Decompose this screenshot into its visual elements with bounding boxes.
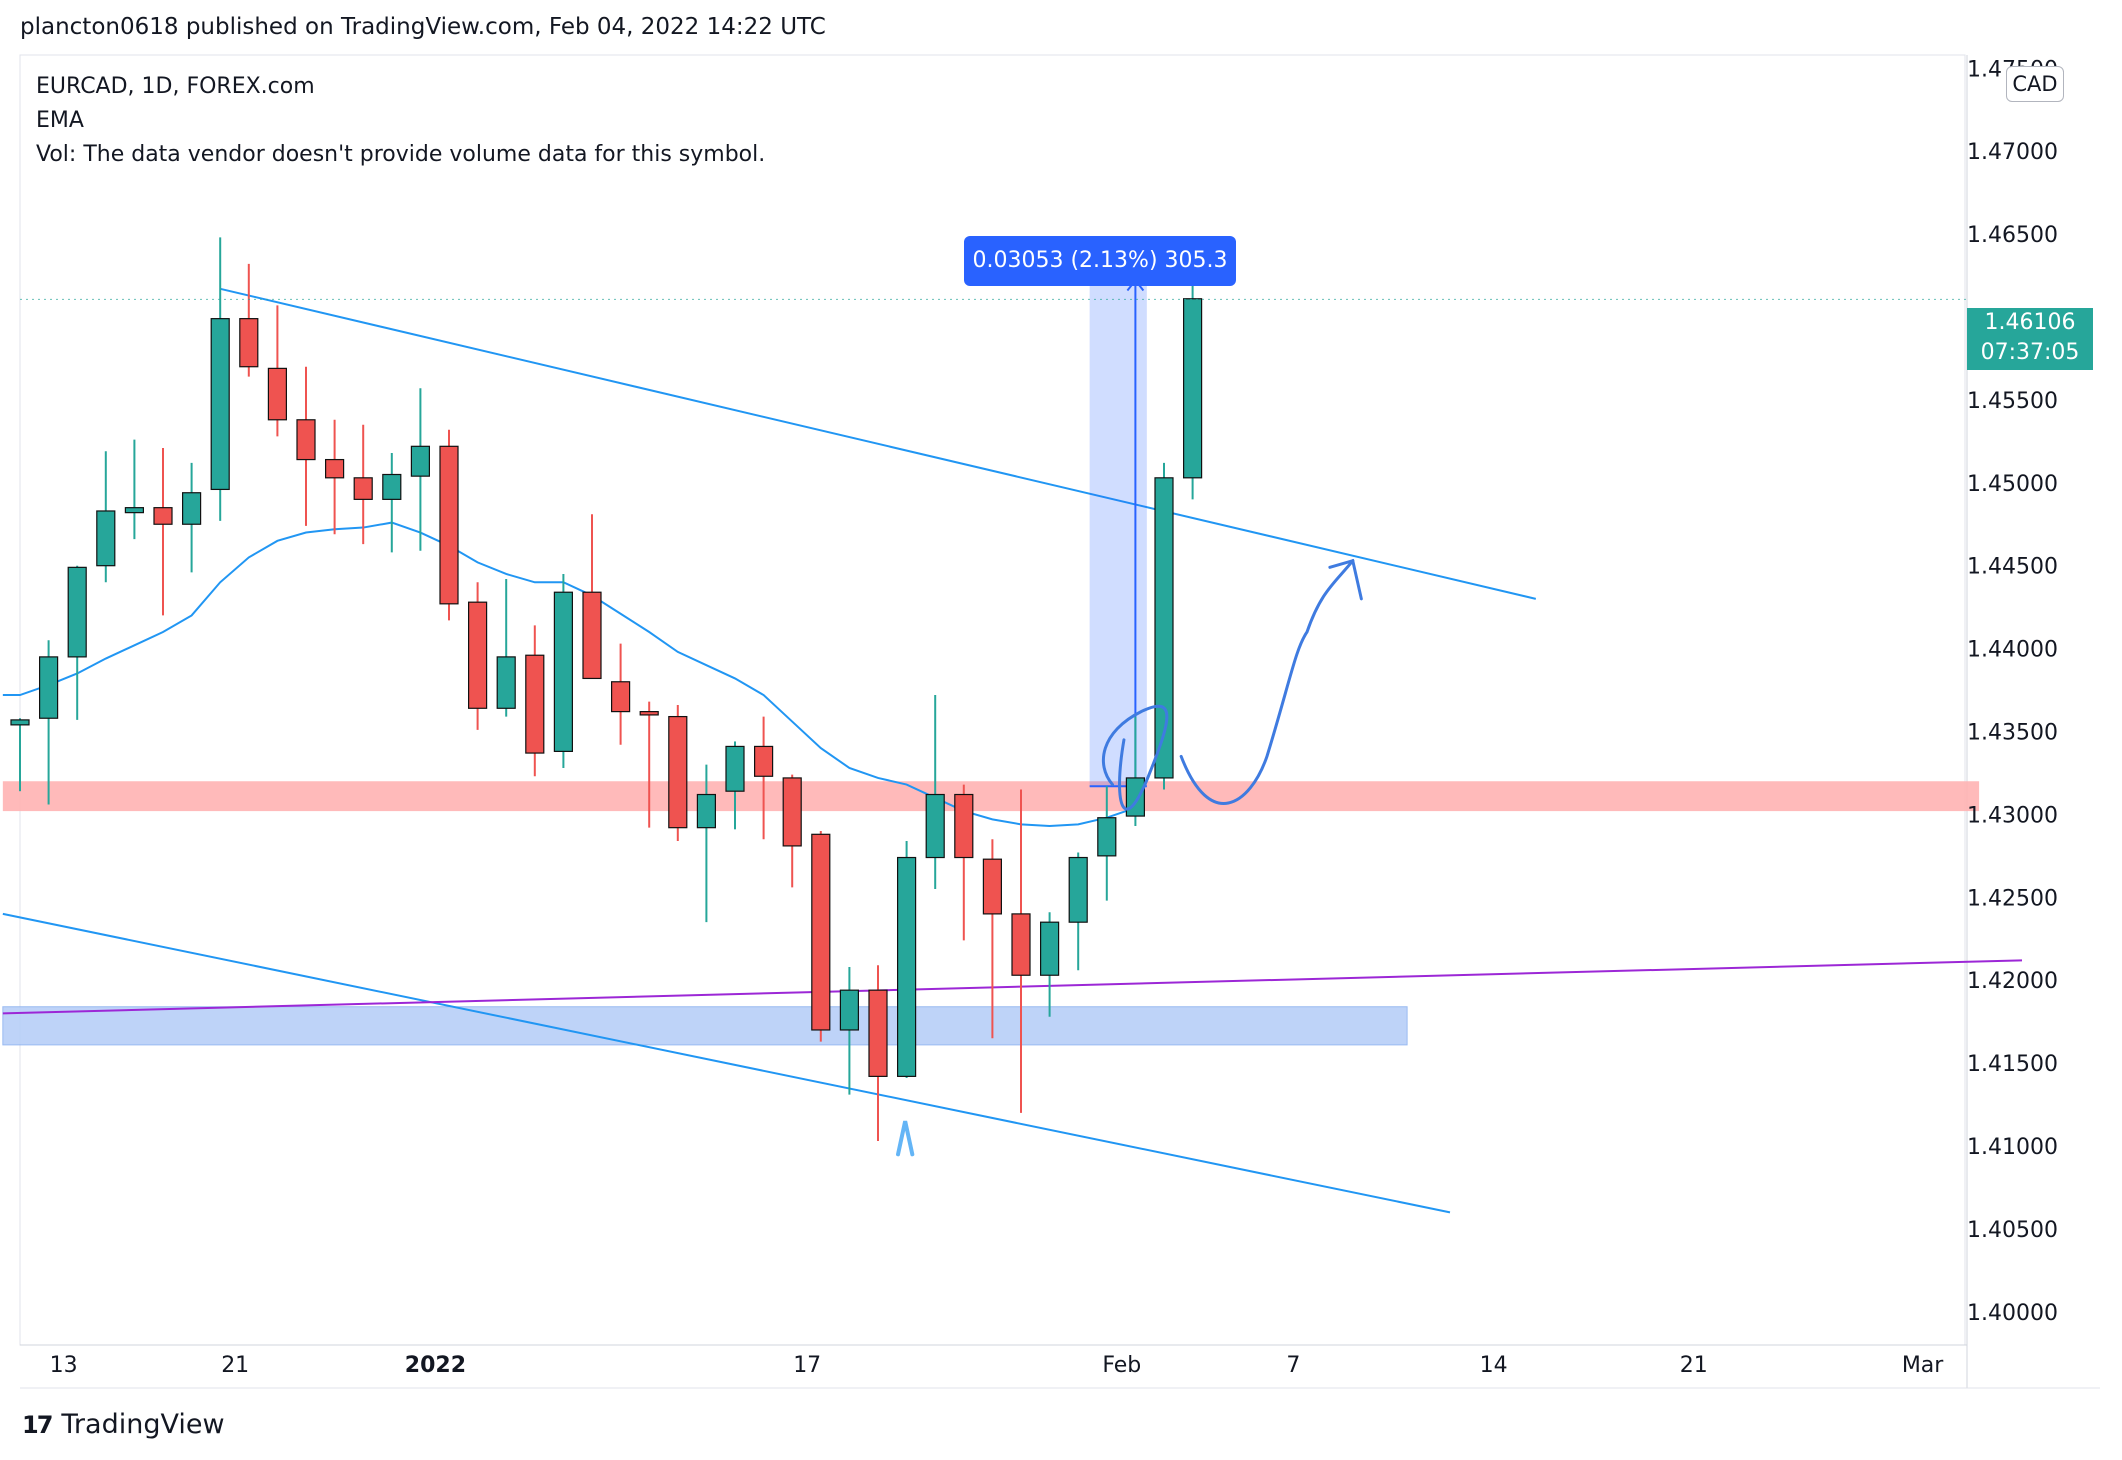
footer-brand[interactable]: 17 TradingView [22,1409,225,1440]
chart-legend: EURCAD, 1D, FOREX.com EMA Vol: The data … [36,70,765,172]
current-price-label: 1.46106 07:37:05 [1967,308,2093,370]
measure-layer [1089,278,1147,788]
candle-body [696,793,717,829]
drawn-arrowhead-icon [1328,558,1363,601]
candle-body [753,745,774,777]
candle-body [725,745,745,792]
price-tick-label: 1.45000 [1967,472,2058,497]
candle-body [582,591,602,680]
current-price-value: 1.46106 [1984,310,2076,335]
price-tick-label: 1.44000 [1967,638,2058,663]
time-tick-label: 21 [1680,1353,1708,1378]
candle-body [1182,298,1203,479]
candle-body [1011,913,1031,976]
legend-symbol[interactable]: EURCAD, 1D, FOREX.com [36,74,315,99]
candle-body [1154,477,1174,779]
price-tick-label: 1.41000 [1967,1135,2058,1160]
price-tick-label: 1.43000 [1967,803,2058,828]
price-tick-label: 1.41500 [1967,1052,2058,1077]
price-tick-label: 1.40500 [1967,1218,2058,1243]
measure-box [1089,280,1147,787]
candle-body [553,591,574,753]
candle-body [67,566,87,658]
candle-body [10,719,30,726]
candle-body [982,858,1003,915]
legend-volume[interactable]: Vol: The data vendor doesn't provide vol… [36,142,766,167]
price-tick-label: 1.47000 [1967,140,2058,165]
tradingview-logo-icon: 17 [22,1410,53,1439]
demand-zone [2,1006,1408,1046]
time-tick-label: Mar [1902,1353,1944,1378]
price-tick-label: 1.43500 [1967,721,2058,746]
candles-layer [10,237,1203,1142]
candle-body [668,715,688,829]
candle-body [839,989,860,1031]
candle-body [182,492,202,525]
candle-body [496,656,516,709]
footer-brand-text: TradingView [61,1409,225,1440]
candle-body [96,510,116,567]
candle-body [925,793,945,859]
trendlines-layer [2,287,2023,1214]
time-tick-label: 2022 [405,1353,466,1378]
purple-line [2,959,2023,1015]
candle-body [868,989,888,1077]
upper-channel [219,287,1537,600]
candle-body [38,656,59,719]
candle-body [525,654,545,754]
candle-body [468,601,488,709]
zones-layer [2,781,1980,1046]
candle-body [1097,817,1117,857]
currency-badge[interactable]: CAD [2006,66,2064,102]
drawn-projection-path [1101,559,1355,811]
price-tick-label: 1.42500 [1967,886,2058,911]
price-tick-label: 1.44500 [1967,555,2058,580]
candle-body [811,833,831,1031]
candle-body [410,445,430,477]
measure-label: 0.03053 (2.13%) 305.3 [964,236,1236,286]
time-tick-label: 17 [793,1353,821,1378]
price-tick-label: 1.45500 [1967,389,2058,414]
candle-body [1039,921,1060,976]
time-tick-label: 13 [50,1353,78,1378]
candle-body [639,711,659,716]
candle-body [1125,777,1146,817]
candle-body [896,856,917,1077]
chart-frame [19,54,2100,1389]
lower-channel [2,912,1451,1214]
candle-body [610,681,631,713]
price-tick-label: 1.40000 [1967,1301,2058,1326]
candle-body [382,473,402,500]
up-arrow-marker-icon [896,1120,915,1157]
candle-body [954,793,974,859]
time-tick-label: Feb [1102,1353,1141,1378]
time-tick-label: 7 [1286,1353,1300,1378]
price-tick-label: 1.42000 [1967,969,2058,994]
drawing-layer [896,558,1363,1157]
candle-body [782,777,802,847]
price-tick-label: 1.46500 [1967,223,2058,248]
candle-body [267,367,287,421]
candle-body [325,458,345,479]
candle-body [439,445,459,605]
candle-body [1068,856,1088,923]
support-zone [2,781,1980,812]
candle-body [239,318,259,368]
time-tick-label: 21 [221,1353,249,1378]
bar-countdown: 07:37:05 [1980,340,2080,365]
time-tick-label: 14 [1480,1353,1508,1378]
legend-ema[interactable]: EMA [36,108,84,133]
candle-body [296,419,316,461]
candle-body [353,477,373,500]
time-axis[interactable]: 13 21 2022 17 Feb 7 14 21 Mar [50,1353,1945,1378]
publish-header: plancton0618 published on TradingView.co… [20,14,826,40]
candle-body [153,507,173,525]
candle-body [124,507,145,514]
candle-body [210,318,230,491]
